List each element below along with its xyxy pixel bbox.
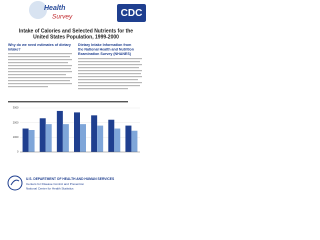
bar: [45, 124, 52, 152]
section-heading: Why do we need estimates of dietary: [8, 43, 71, 47]
bar: [22, 128, 29, 152]
footer-line: U.S. DEPARTMENT OF HEALTH AND HUMAN SERV…: [26, 177, 115, 181]
bar: [80, 124, 86, 152]
page: {"header": {"logo_top": "Health", "logo_…: [0, 0, 149, 198]
section-heading: Dietary Intake Information from: [78, 43, 131, 47]
cdc-text: CDC: [121, 8, 143, 19]
bar: [108, 119, 115, 152]
bar: [91, 115, 98, 152]
logo-bottom: Survey: [52, 14, 73, 21]
y-tick-label: 3000: [13, 106, 19, 110]
title-line: Intake of Calories and Selected Nutrient…: [19, 28, 133, 34]
logo-top: Health: [44, 5, 65, 12]
title-line: United States Population, 1999-2000: [33, 34, 119, 40]
cdc-logo: [117, 4, 146, 22]
document: Health Survey CDC Intake of Calories and…: [0, 0, 149, 191]
figure-caption: [8, 101, 128, 103]
bar: [97, 125, 104, 152]
bar: [39, 118, 46, 152]
y-tick-label: 1000: [13, 135, 19, 139]
bar: [131, 130, 138, 152]
bar: [114, 128, 121, 152]
section-heading: intake?: [8, 47, 21, 51]
bar: [74, 112, 80, 152]
figure: 0 1000 2000 3000: [13, 106, 140, 154]
y-tick-label: 2000: [13, 120, 19, 124]
bar: [56, 110, 63, 152]
bar: [125, 125, 132, 152]
section-heading: the National Health and Nutrition: [78, 47, 134, 51]
footer-line: Centers for Disease Control and Preventi…: [26, 182, 84, 186]
body-text: [78, 58, 142, 90]
logo-mark: [29, 1, 47, 19]
hhs-logo: [7, 175, 23, 191]
bar: [62, 124, 69, 152]
y-tick-label: 0: [17, 150, 19, 154]
body-text: [8, 53, 72, 88]
footer-line: National Center for Health Statistics: [26, 186, 74, 190]
bar: [28, 130, 35, 152]
section-heading: Examination Survey (NHANES): [78, 52, 132, 56]
